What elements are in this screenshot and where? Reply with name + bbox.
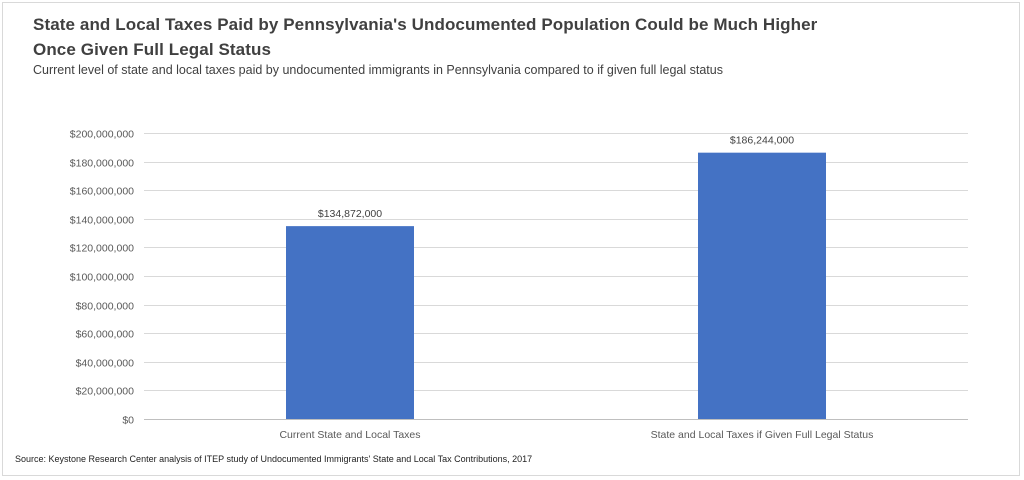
chart-title: State and Local Taxes Paid by Pennsylvan… [33, 15, 818, 59]
bar [698, 152, 826, 419]
data-label: $134,872,000 [318, 208, 382, 220]
bar [286, 226, 414, 419]
y-tick-label: $40,000,000 [76, 358, 135, 370]
y-tick-label: $60,000,000 [76, 329, 135, 341]
y-tick-label: $100,000,000 [70, 272, 134, 284]
x-tick-label: State and Local Taxes if Given Full Lega… [651, 429, 874, 441]
y-tick-label: $180,000,000 [70, 158, 134, 170]
y-tick-label: $20,000,000 [76, 386, 135, 398]
data-label: $186,244,000 [730, 135, 794, 147]
x-tick-label: Current State and Local Taxes [279, 429, 420, 441]
y-tick-label: $140,000,000 [70, 215, 134, 227]
y-tick-label: $0 [122, 415, 134, 427]
y-tick-label: $200,000,000 [70, 129, 134, 141]
chart-source: Source: Keystone Research Center analysi… [15, 454, 533, 464]
y-tick-label: $160,000,000 [70, 186, 134, 198]
chart-subtitle: Current level of state and local taxes p… [33, 63, 723, 77]
bar-chart: $0 $20,000,000 $40,000,000 $60,000,000 $80,0… [70, 129, 968, 441]
y-tick-label: $80,000,000 [76, 301, 135, 313]
y-tick-label: $120,000,000 [70, 243, 134, 255]
